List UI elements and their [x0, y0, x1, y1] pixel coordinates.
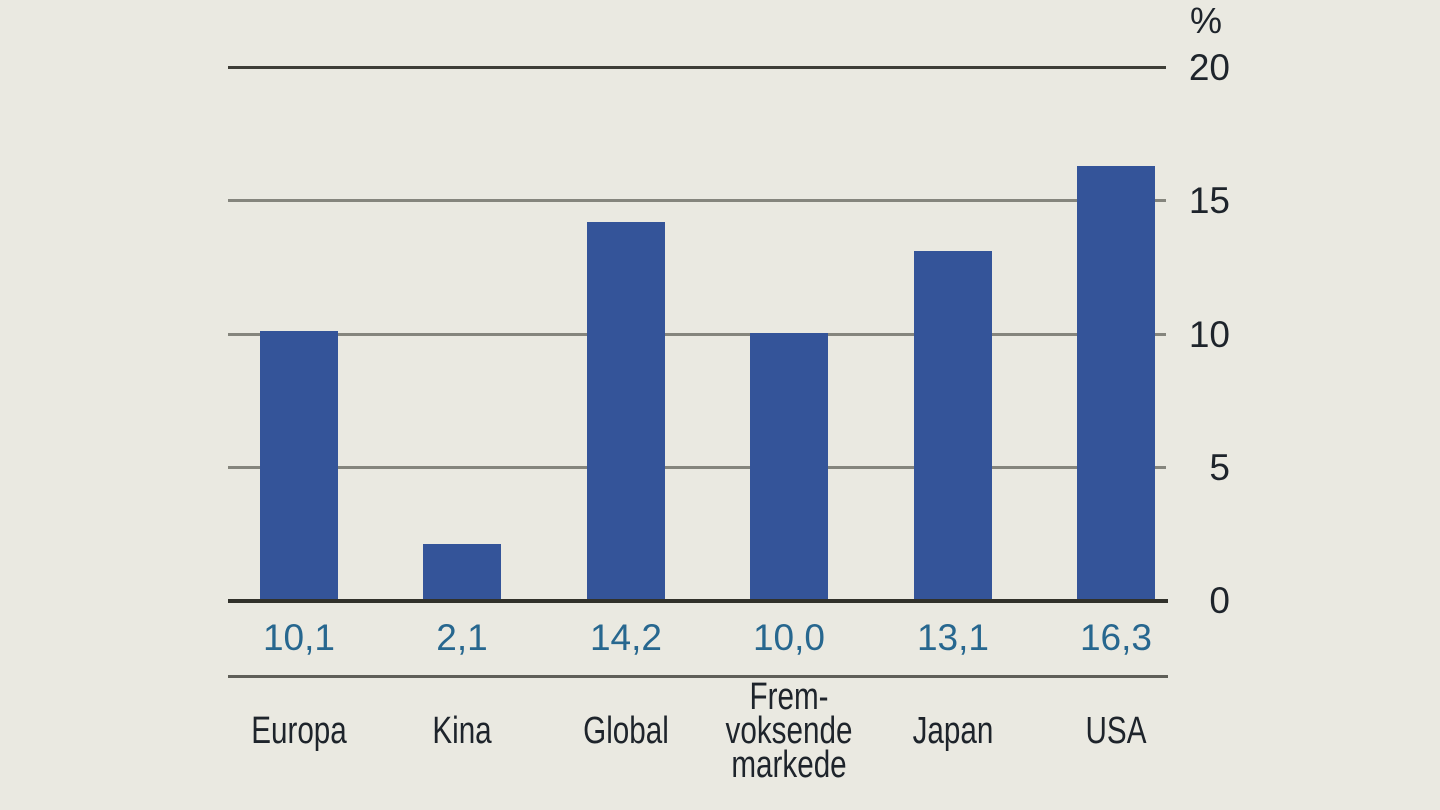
- category-label-line: Europa: [251, 710, 347, 752]
- category-label-frem-voksende-markede: Frem-voksende markede: [703, 676, 875, 786]
- label-separator-line: [228, 675, 1168, 678]
- value-label-usa: 16,3: [1079, 617, 1152, 658]
- bar-frem-voksende-markede: [750, 333, 828, 600]
- y-tick-label-20: 20: [1188, 47, 1230, 88]
- value-label-japan: 13,1: [916, 617, 989, 658]
- category-label-line: Frem-: [749, 676, 829, 718]
- bar-usa: [1077, 166, 1155, 600]
- bar-europa: [260, 331, 338, 600]
- bar-japan: [914, 251, 992, 600]
- category-label-japan: Japan: [867, 679, 1039, 783]
- gridline-15: [228, 199, 1166, 202]
- y-axis-unit-label: %: [1189, 0, 1222, 41]
- value-label-europa: 10,1: [262, 617, 335, 658]
- value-label-frem-voksende-markede: 10,0: [752, 617, 825, 658]
- value-label-global: 14,2: [589, 617, 662, 658]
- value-label-kina: 2,1: [436, 617, 488, 658]
- category-label-line: Japan: [912, 710, 994, 752]
- y-tick-label-5: 5: [1209, 447, 1230, 488]
- y-tick-label-0: 0: [1209, 580, 1230, 621]
- category-label-global: Global: [540, 679, 712, 783]
- x-axis-line: [228, 599, 1168, 603]
- category-label-line: Global: [583, 710, 669, 752]
- category-label-usa: USA: [1030, 679, 1202, 783]
- category-label-europa: Europa: [213, 679, 385, 783]
- category-label-line: Kina: [432, 710, 492, 752]
- gridline-10: [228, 333, 1166, 336]
- bar-global: [587, 222, 665, 600]
- bar-kina: [423, 544, 501, 600]
- category-label-kina: Kina: [376, 679, 548, 783]
- y-tick-label-10: 10: [1188, 314, 1230, 355]
- category-label-line: voksende: [725, 710, 853, 752]
- category-label-line: markede: [731, 744, 847, 786]
- category-label-line: USA: [1085, 710, 1147, 752]
- y-tick-label-15: 15: [1188, 180, 1230, 221]
- gridline-20: [228, 66, 1166, 69]
- gridline-5: [228, 466, 1166, 469]
